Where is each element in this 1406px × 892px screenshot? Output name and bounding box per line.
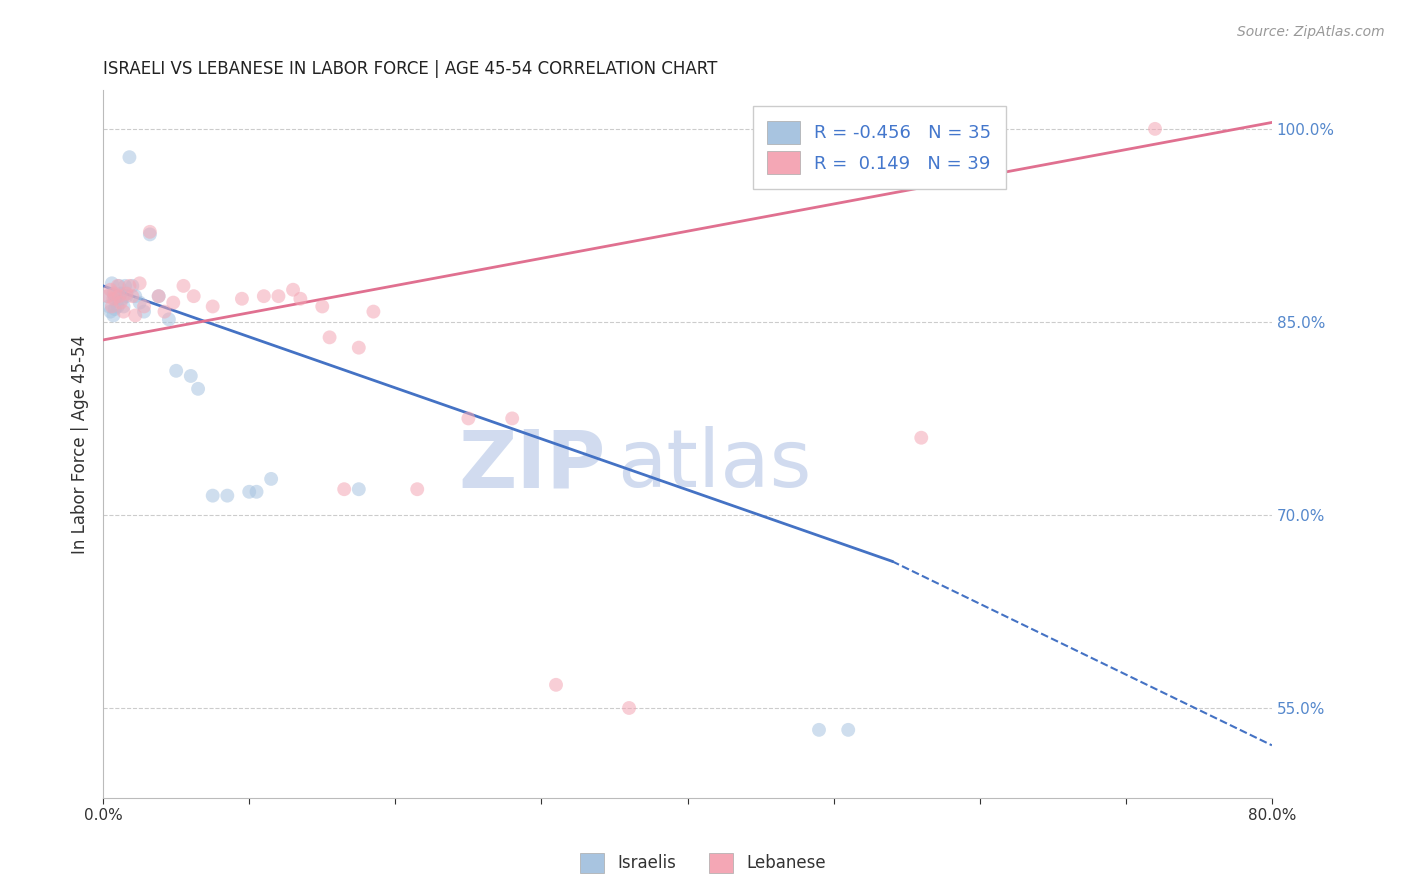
Point xyxy=(115,289,138,303)
Point xyxy=(172,278,194,293)
Point xyxy=(217,489,239,503)
Point xyxy=(837,723,859,737)
Point xyxy=(105,289,128,303)
Point xyxy=(501,411,523,425)
Point xyxy=(617,701,640,715)
Point xyxy=(363,304,385,318)
Point xyxy=(245,484,267,499)
Point xyxy=(114,278,136,293)
Point xyxy=(148,289,170,303)
Point xyxy=(238,484,260,499)
Point xyxy=(111,292,134,306)
Point xyxy=(107,300,129,314)
Point xyxy=(253,289,276,303)
Point xyxy=(180,368,202,383)
Point xyxy=(128,277,150,291)
Point xyxy=(201,489,224,503)
Point xyxy=(311,300,333,314)
Point xyxy=(100,304,122,318)
Point xyxy=(100,283,122,297)
Point xyxy=(165,364,187,378)
Point xyxy=(910,431,932,445)
Point xyxy=(808,723,831,737)
Point xyxy=(183,289,205,303)
Point xyxy=(544,678,567,692)
Point xyxy=(121,289,143,303)
Point xyxy=(457,411,479,425)
Point xyxy=(267,289,290,303)
Point xyxy=(112,304,135,318)
Text: ZIP: ZIP xyxy=(458,426,606,504)
Point xyxy=(108,289,131,303)
Point xyxy=(104,286,127,301)
Point xyxy=(101,300,124,314)
Point xyxy=(132,300,155,314)
Point xyxy=(121,278,143,293)
Point xyxy=(110,286,132,301)
Point xyxy=(318,330,340,344)
Point xyxy=(110,295,132,310)
Point xyxy=(115,286,138,301)
Point xyxy=(1143,121,1166,136)
Point xyxy=(406,482,429,496)
Point xyxy=(96,289,118,303)
Y-axis label: In Labor Force | Age 45-54: In Labor Force | Age 45-54 xyxy=(72,334,89,554)
Point xyxy=(139,227,162,242)
Point xyxy=(162,295,184,310)
Point xyxy=(103,309,125,323)
Point xyxy=(281,283,304,297)
Point xyxy=(139,225,162,239)
Point xyxy=(128,295,150,310)
Point xyxy=(107,278,129,293)
Point xyxy=(157,312,180,326)
Point xyxy=(201,300,224,314)
Legend: Israelis, Lebanese: Israelis, Lebanese xyxy=(574,847,832,880)
Point xyxy=(101,277,124,291)
Point xyxy=(96,289,118,303)
Point xyxy=(148,289,170,303)
Point xyxy=(108,278,131,293)
Point xyxy=(112,300,135,314)
Text: atlas: atlas xyxy=(617,426,811,504)
Point xyxy=(132,304,155,318)
Point xyxy=(290,292,312,306)
Point xyxy=(104,292,127,306)
Point xyxy=(260,472,283,486)
Point xyxy=(347,482,370,496)
Text: Source: ZipAtlas.com: Source: ZipAtlas.com xyxy=(1237,25,1385,39)
Point xyxy=(231,292,253,306)
Point xyxy=(103,292,125,306)
Point xyxy=(153,304,176,318)
Point xyxy=(104,301,127,316)
Text: ISRAELI VS LEBANESE IN LABOR FORCE | AGE 45-54 CORRELATION CHART: ISRAELI VS LEBANESE IN LABOR FORCE | AGE… xyxy=(103,60,717,78)
Legend: R = -0.456   N = 35, R =  0.149   N = 39: R = -0.456 N = 35, R = 0.149 N = 39 xyxy=(752,106,1005,189)
Point xyxy=(187,382,209,396)
Point xyxy=(347,341,370,355)
Point xyxy=(118,150,141,164)
Point xyxy=(124,289,146,303)
Point xyxy=(98,300,121,314)
Point xyxy=(118,278,141,293)
Point xyxy=(124,309,146,323)
Point xyxy=(103,286,125,301)
Point xyxy=(333,482,356,496)
